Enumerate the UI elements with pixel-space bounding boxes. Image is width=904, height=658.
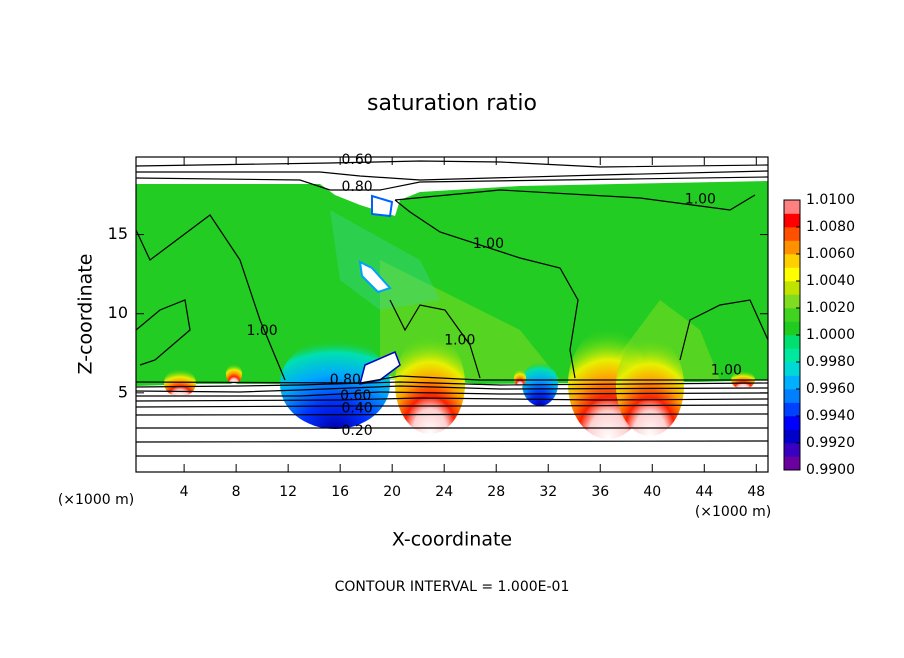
x-tick-label: 16 xyxy=(331,484,349,500)
contour-label: 0.20 xyxy=(341,423,372,439)
contour-label: 0.80 xyxy=(330,372,361,388)
x-axis-label: X-coordinate xyxy=(392,529,512,551)
y-tick-label: 5 xyxy=(118,382,128,401)
y-tick-label: 15 xyxy=(108,224,128,243)
colorbar-band xyxy=(784,294,800,309)
colorbar-band xyxy=(784,321,800,336)
x-tick-label: 32 xyxy=(539,484,557,500)
contour-label: 0.80 xyxy=(341,179,372,195)
colorbar-band xyxy=(784,416,800,430)
x-tick-label: 36 xyxy=(591,484,609,500)
x-unit-label: (×1000 m) xyxy=(58,492,134,508)
colorbar-band xyxy=(784,429,800,444)
contour-label: 1.00 xyxy=(473,236,504,252)
x-tick-label: 4 xyxy=(180,484,189,500)
x-tick-label: 8 xyxy=(232,484,241,500)
y-axis-label: Z-coordinate xyxy=(75,254,97,375)
x-tick-label: 40 xyxy=(643,484,661,500)
contour-label: 1.00 xyxy=(685,192,716,208)
colorbar-tick-label: 0.9920 xyxy=(806,435,855,451)
y-tick-label: 10 xyxy=(108,303,128,322)
colorbar-tick-label: 1.0080 xyxy=(806,219,855,235)
footnote: CONTOUR INTERVAL = 1.000E-01 xyxy=(335,579,570,595)
colorbar-band xyxy=(784,200,800,214)
x-tick-label: 28 xyxy=(487,484,505,500)
colorbar-tick-label: 0.9900 xyxy=(806,462,855,478)
colorbar-tick-label: 0.9960 xyxy=(806,381,855,397)
colorbar-tick-label: 1.0040 xyxy=(806,273,855,289)
colorbar-band xyxy=(784,308,800,322)
x-tick-label: 24 xyxy=(435,484,453,500)
x-tick-label: 12 xyxy=(279,484,297,500)
colorbar-band xyxy=(784,402,800,417)
colorbar-tick-label: 0.9980 xyxy=(806,354,855,370)
colorbar-band xyxy=(784,267,800,282)
colorbar-band xyxy=(784,281,800,295)
colorbar-tick-label: 1.0020 xyxy=(806,300,855,316)
colorbar-tick-label: 1.0060 xyxy=(806,246,855,262)
colorbar-band xyxy=(784,348,800,363)
contour-label: 1.00 xyxy=(711,363,742,379)
chart-title: saturation ratio xyxy=(367,91,537,116)
colorbar-band xyxy=(784,227,800,241)
contour-label: 0.60 xyxy=(341,152,372,168)
colorbar-band xyxy=(784,456,800,471)
colorbar-band xyxy=(784,335,800,349)
contour-label: 0.60 xyxy=(340,388,371,404)
colorbar-tick-label: 1.0100 xyxy=(806,192,855,208)
contour-label: 1.00 xyxy=(247,323,278,339)
field xyxy=(136,157,768,472)
colorbar-band xyxy=(784,443,800,457)
x-tick-label: 48 xyxy=(747,484,765,500)
x-tick-label: 20 xyxy=(383,484,401,500)
colorbar-tick-label: 0.9940 xyxy=(806,408,855,424)
colorbar-band xyxy=(784,362,800,376)
plot-frame xyxy=(135,156,769,473)
contour-label: 0.40 xyxy=(341,401,372,417)
contour-label: 1.00 xyxy=(444,333,475,349)
colorbar-band xyxy=(784,375,800,390)
x-tick-label: 44 xyxy=(695,484,713,500)
colorbar-tick-label: 1.0000 xyxy=(806,327,855,343)
colorbar-band xyxy=(784,213,800,228)
colorbar-band xyxy=(784,254,800,268)
colorbar-band xyxy=(784,389,800,403)
colorbar-band xyxy=(784,240,800,255)
x-unit-label: (×1000 m) xyxy=(695,504,771,520)
